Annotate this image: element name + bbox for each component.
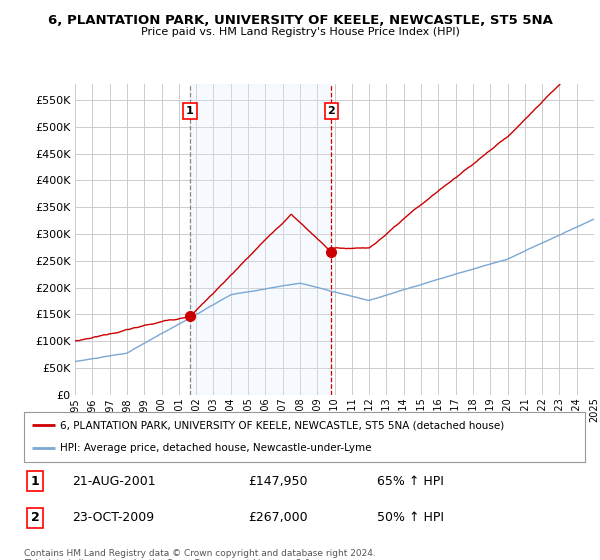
Text: 65% ↑ HPI: 65% ↑ HPI xyxy=(377,474,445,488)
Bar xyxy=(190,84,331,395)
Text: 21-AUG-2001: 21-AUG-2001 xyxy=(71,474,155,488)
Text: 1: 1 xyxy=(31,474,40,488)
Text: 2: 2 xyxy=(328,106,335,116)
Text: £147,950: £147,950 xyxy=(248,474,308,488)
Text: 6, PLANTATION PARK, UNIVERSITY OF KEELE, NEWCASTLE, ST5 5NA (detached house): 6, PLANTATION PARK, UNIVERSITY OF KEELE,… xyxy=(61,420,505,430)
Text: £267,000: £267,000 xyxy=(248,511,308,524)
Text: 2: 2 xyxy=(31,511,40,524)
Text: 50% ↑ HPI: 50% ↑ HPI xyxy=(377,511,445,524)
Text: 1: 1 xyxy=(186,106,194,116)
Text: HPI: Average price, detached house, Newcastle-under-Lyme: HPI: Average price, detached house, Newc… xyxy=(61,443,372,453)
Text: 6, PLANTATION PARK, UNIVERSITY OF KEELE, NEWCASTLE, ST5 5NA: 6, PLANTATION PARK, UNIVERSITY OF KEELE,… xyxy=(47,14,553,27)
Text: 23-OCT-2009: 23-OCT-2009 xyxy=(71,511,154,524)
Text: Contains HM Land Registry data © Crown copyright and database right 2024.
This d: Contains HM Land Registry data © Crown c… xyxy=(24,549,376,560)
Text: Price paid vs. HM Land Registry's House Price Index (HPI): Price paid vs. HM Land Registry's House … xyxy=(140,27,460,37)
